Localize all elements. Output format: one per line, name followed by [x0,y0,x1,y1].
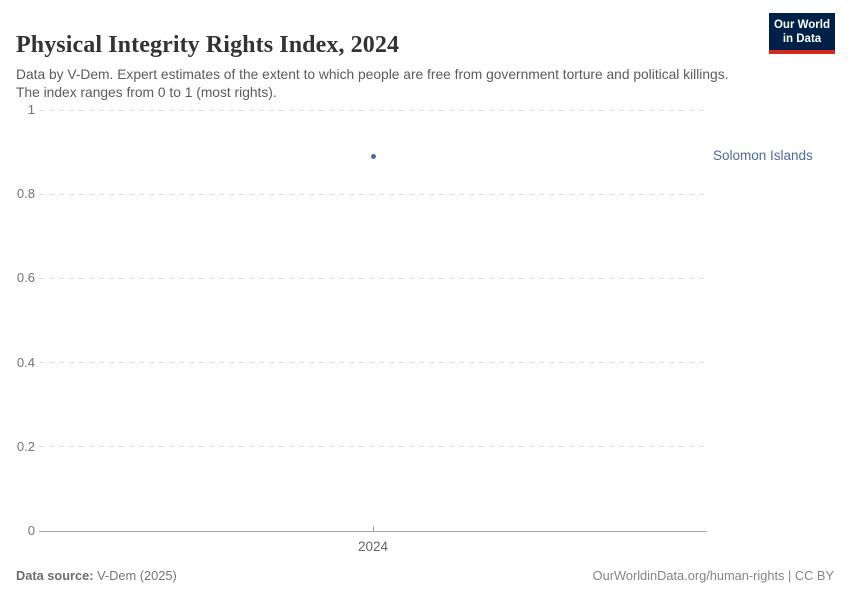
chart-title: Physical Integrity Rights Index, 2024 [16,32,400,59]
y-axis-tick-label: 0.8 [16,186,35,202]
data-source-label: Data source: [16,568,94,583]
y-axis-tick-label: 0.4 [16,354,35,370]
x-axis-tick-label: 2024 [357,539,389,554]
y-gridline [39,109,707,111]
y-axis-tick-label: 1 [27,102,35,117]
chart-subtitle: Data by V-Dem. Expert estimates of the e… [16,66,729,101]
owid-logo[interactable]: Our World in Data [769,13,835,54]
y-gridline [39,193,707,195]
data-source-note: Data source: V-Dem (2025) [16,568,177,584]
y-axis-tick-label: 0.2 [16,438,35,454]
x-axis-tick [372,526,374,531]
data-source-value: V-Dem (2025) [93,568,177,583]
y-gridline [39,362,707,364]
attribution-link[interactable]: OurWorldinData.org/human-rights | CC BY [592,568,834,583]
x-axis-line [39,530,707,532]
entity-label-solomon-islands[interactable]: Solomon Islands [713,148,813,164]
owid-logo-line2: in Data [782,33,822,45]
data-point-solomon-islands[interactable] [370,153,376,159]
y-gridline [39,446,707,448]
owid-logo-line1: Our World [773,19,830,31]
y-axis-tick-label: 0 [27,523,35,538]
y-axis-tick-label: 0.6 [16,270,35,286]
y-gridline [39,277,707,279]
